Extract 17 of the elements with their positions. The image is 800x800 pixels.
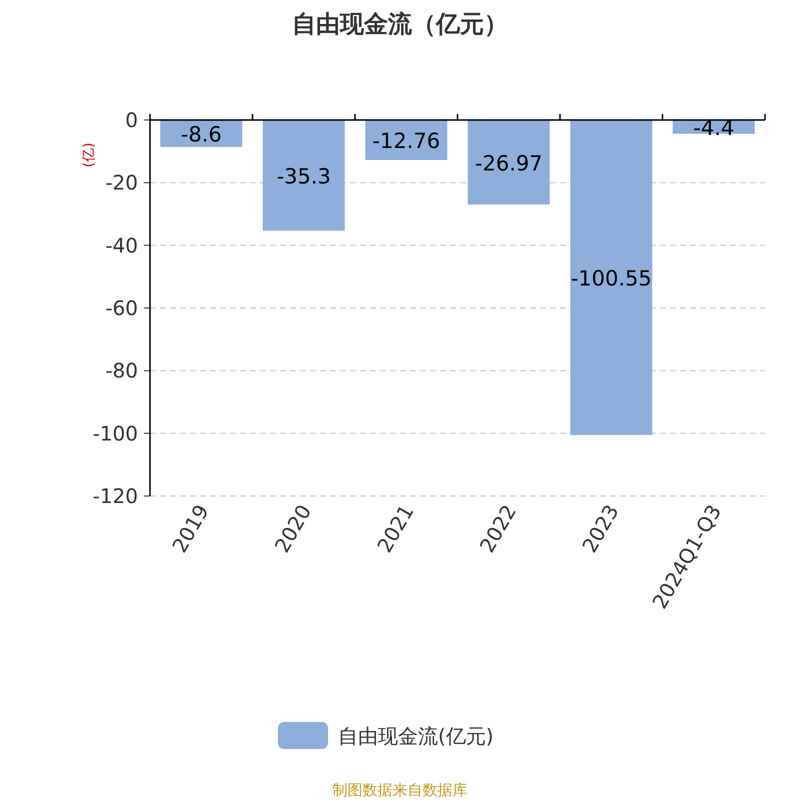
data-label: -4.4 xyxy=(693,116,734,140)
y-tick-label: -80 xyxy=(105,358,138,383)
data-label: -12.76 xyxy=(372,128,440,153)
data-label: -8.6 xyxy=(180,122,222,146)
chart-title: 自由现金流（亿元） xyxy=(292,10,508,38)
data-label: -100.55 xyxy=(570,266,652,291)
y-tick-label: -40 xyxy=(105,233,138,258)
y-tick-label: 0 xyxy=(125,108,138,132)
y-tick-label: -120 xyxy=(92,484,138,508)
y-tick-label: -60 xyxy=(105,296,138,320)
text: 制图数据来自数据库 xyxy=(332,781,468,799)
y-axis-title: (亿) xyxy=(81,142,97,168)
y-tick-label: -100 xyxy=(92,421,138,446)
data-label: -35.3 xyxy=(276,164,331,188)
data-label: -26.97 xyxy=(474,151,543,176)
y-tick-label: -20 xyxy=(105,170,138,195)
legend-label: 自由现金流(亿元) xyxy=(338,724,494,748)
